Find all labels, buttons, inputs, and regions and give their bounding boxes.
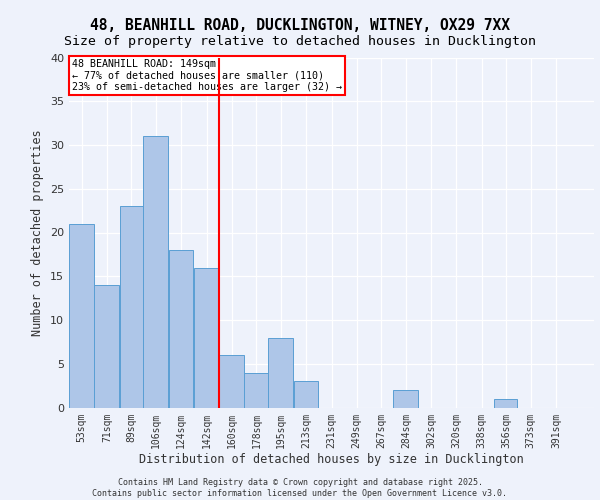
- Bar: [119, 206, 143, 408]
- Bar: [293, 381, 318, 407]
- Bar: [268, 338, 293, 407]
- Bar: [194, 268, 218, 408]
- Bar: [494, 399, 517, 407]
- Text: Size of property relative to detached houses in Ducklington: Size of property relative to detached ho…: [64, 35, 536, 48]
- Bar: [143, 136, 168, 407]
- Bar: [169, 250, 193, 408]
- Y-axis label: Number of detached properties: Number of detached properties: [31, 129, 44, 336]
- Text: 48 BEANHILL ROAD: 149sqm
← 77% of detached houses are smaller (110)
23% of semi-: 48 BEANHILL ROAD: 149sqm ← 77% of detach…: [71, 59, 341, 92]
- Text: 48, BEANHILL ROAD, DUCKLINGTON, WITNEY, OX29 7XX: 48, BEANHILL ROAD, DUCKLINGTON, WITNEY, …: [90, 18, 510, 32]
- Bar: [69, 224, 94, 408]
- Bar: [393, 390, 418, 407]
- Text: Contains HM Land Registry data © Crown copyright and database right 2025.
Contai: Contains HM Land Registry data © Crown c…: [92, 478, 508, 498]
- Bar: [244, 372, 268, 408]
- Bar: [94, 285, 119, 408]
- Bar: [219, 355, 244, 408]
- X-axis label: Distribution of detached houses by size in Ducklington: Distribution of detached houses by size …: [139, 453, 524, 466]
